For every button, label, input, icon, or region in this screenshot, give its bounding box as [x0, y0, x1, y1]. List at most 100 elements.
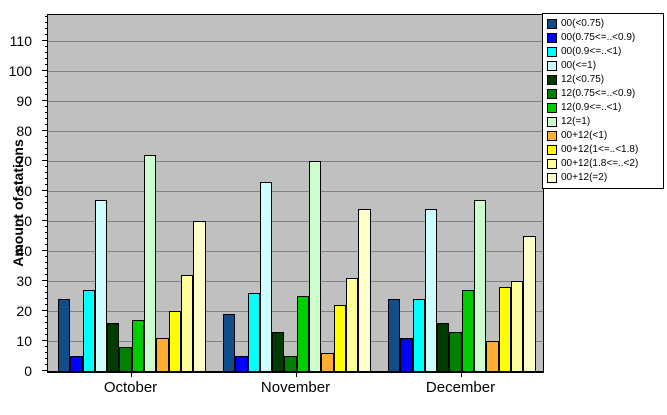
y-minor-tick — [45, 286, 48, 288]
y-minor-tick — [45, 136, 48, 138]
y-major-tick — [42, 280, 48, 282]
bar — [94, 200, 108, 371]
y-major-tick — [42, 310, 48, 312]
bar — [156, 338, 169, 371]
bar — [424, 209, 438, 371]
y-minor-tick — [45, 292, 48, 294]
bar — [510, 281, 524, 371]
y-minor-tick — [45, 178, 48, 180]
y-minor-tick — [45, 316, 48, 318]
gridline — [48, 71, 543, 73]
legend-swatch-icon — [547, 47, 557, 57]
y-minor-tick — [45, 232, 48, 234]
bar — [70, 356, 83, 371]
y-minor-tick — [45, 16, 48, 18]
y-minor-tick — [45, 22, 48, 24]
y-minor-tick — [45, 196, 48, 198]
y-minor-tick — [45, 76, 48, 78]
legend-item: 00(0.9<=..<1) — [547, 45, 661, 59]
y-minor-tick — [45, 106, 48, 108]
bar — [388, 299, 401, 371]
y-minor-tick — [45, 94, 48, 96]
y-minor-tick — [45, 202, 48, 204]
x-tick-label: December — [425, 379, 496, 396]
y-major-tick — [42, 40, 48, 42]
bar — [168, 311, 181, 371]
y-minor-tick — [45, 238, 48, 240]
gridline — [48, 221, 543, 223]
gridline — [48, 251, 543, 253]
legend-swatch-icon — [547, 145, 557, 155]
y-minor-tick — [45, 142, 48, 144]
y-major-tick — [42, 100, 48, 102]
y-minor-tick — [45, 64, 48, 66]
bar — [309, 161, 322, 371]
legend-swatch-icon — [547, 173, 557, 183]
bar — [523, 236, 536, 371]
y-minor-tick — [45, 328, 48, 330]
bar — [498, 287, 511, 371]
x-category-tick — [295, 373, 297, 377]
legend-label: 00+12(=2) — [561, 172, 608, 183]
legend-label: 00(0.75<=..<0.9) — [561, 32, 636, 43]
y-minor-tick — [45, 214, 48, 216]
y-axis-tick-labels: 0 10 20 30 40 50 60 70 80 90 100 110 — [0, 15, 42, 378]
y-minor-tick — [45, 268, 48, 270]
y-minor-tick — [45, 112, 48, 114]
gridline — [48, 161, 543, 163]
y-major-tick — [42, 70, 48, 72]
y-major-tick — [42, 250, 48, 252]
y-minor-tick — [45, 46, 48, 48]
legend-item: 00(<0.75) — [547, 17, 661, 31]
legend-swatch-icon — [547, 103, 557, 113]
bar — [412, 299, 425, 371]
bar — [82, 290, 95, 371]
y-tick-label: 110 — [9, 33, 32, 50]
legend-item: 00(0.75<=..<0.9) — [547, 31, 661, 45]
y-minor-tick — [45, 298, 48, 300]
legend-swatch-icon — [547, 33, 557, 43]
y-major-tick — [42, 220, 48, 222]
bar-group-december — [378, 15, 543, 371]
y-tick-label: 20 — [16, 303, 32, 320]
y-major-tick — [42, 340, 48, 342]
y-minor-tick — [45, 334, 48, 336]
y-minor-tick — [45, 172, 48, 174]
y-minor-tick — [45, 124, 48, 126]
bar — [400, 338, 413, 371]
y-minor-tick — [45, 58, 48, 60]
y-major-tick — [42, 160, 48, 162]
bar — [296, 296, 310, 371]
bar — [235, 356, 248, 371]
y-minor-tick — [45, 304, 48, 306]
legend-item: 00(<=1) — [547, 59, 661, 73]
legend-item: 00+12(<1) — [547, 129, 661, 143]
gridline — [48, 341, 543, 343]
gridline — [48, 191, 543, 193]
legend-swatch-icon — [547, 75, 557, 85]
y-minor-tick — [45, 34, 48, 36]
x-tick-label: October — [103, 379, 158, 396]
y-minor-tick — [45, 262, 48, 264]
legend-label: 00+12(<1) — [561, 130, 608, 141]
legend-swatch-icon — [547, 131, 557, 141]
legend-label: 12(<0.75) — [561, 74, 605, 85]
y-minor-tick — [45, 154, 48, 156]
y-minor-tick — [45, 256, 48, 258]
y-minor-tick — [45, 352, 48, 354]
y-minor-tick — [45, 358, 48, 360]
x-axis-tick-labels: October November December — [48, 379, 543, 396]
y-tick-label: 90 — [16, 93, 32, 110]
y-minor-tick — [45, 166, 48, 168]
bar — [272, 332, 285, 371]
legend-item: 00+12(=2) — [547, 171, 661, 185]
bar — [144, 155, 157, 371]
y-major-tick — [42, 190, 48, 192]
legend-label: 12(0.75<=..<0.9) — [561, 88, 636, 99]
y-minor-tick — [45, 322, 48, 324]
y-tick-label: 50 — [16, 213, 32, 230]
legend-swatch-icon — [547, 89, 557, 99]
y-tick-label: 70 — [16, 153, 32, 170]
y-minor-tick — [45, 274, 48, 276]
